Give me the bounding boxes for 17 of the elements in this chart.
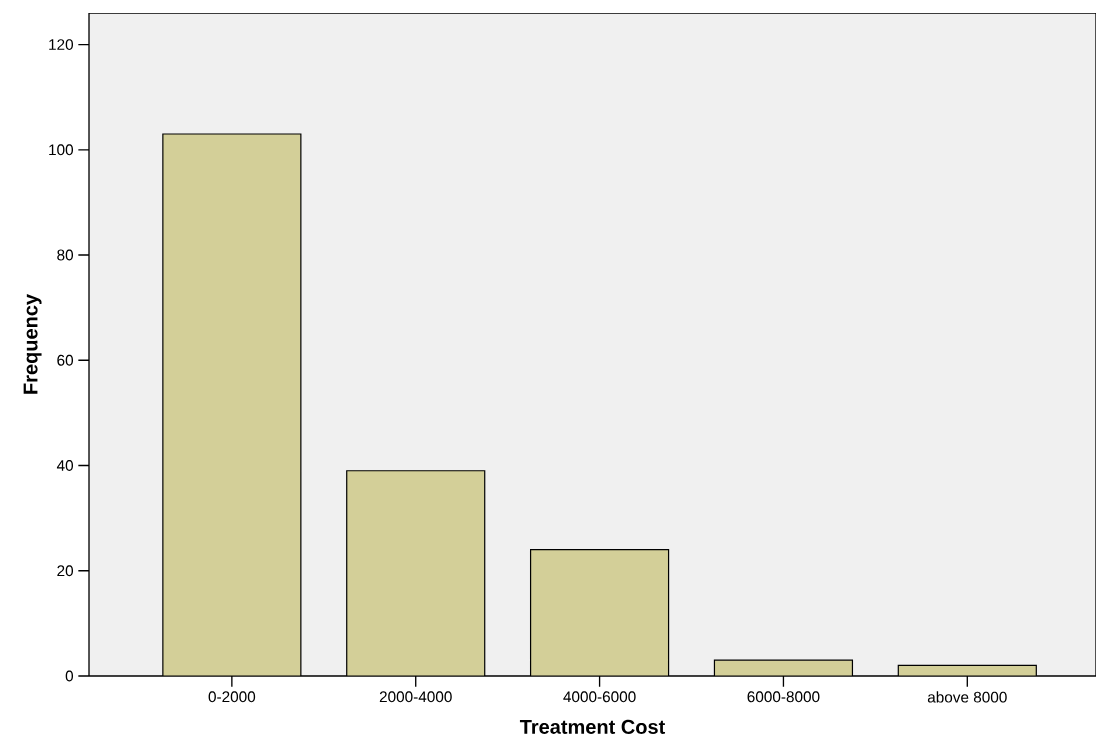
bar	[346, 470, 486, 676]
x-tick-label: 6000-8000	[747, 691, 820, 703]
y-tick-label: 120	[49, 39, 74, 50]
x-tick-label: 2000-4000	[379, 691, 452, 703]
y-tick-label: 40	[56, 460, 74, 471]
bar	[162, 133, 302, 676]
x-tick-label: 4000-6000	[563, 691, 636, 703]
x-axis-title: Treatment Cost	[519, 719, 666, 734]
y-tick-label: 20	[57, 565, 74, 577]
y-axis-title: Frequency	[23, 294, 42, 394]
y-tick-label: 80	[57, 249, 74, 261]
bar	[529, 549, 670, 676]
y-tick-label: 0	[65, 670, 74, 682]
x-tick-label: above 8000	[927, 691, 1007, 703]
x-tick-label: 0-2000	[208, 691, 256, 703]
y-tick-label: 60	[57, 354, 74, 366]
y-tick-label: 100	[49, 144, 74, 156]
